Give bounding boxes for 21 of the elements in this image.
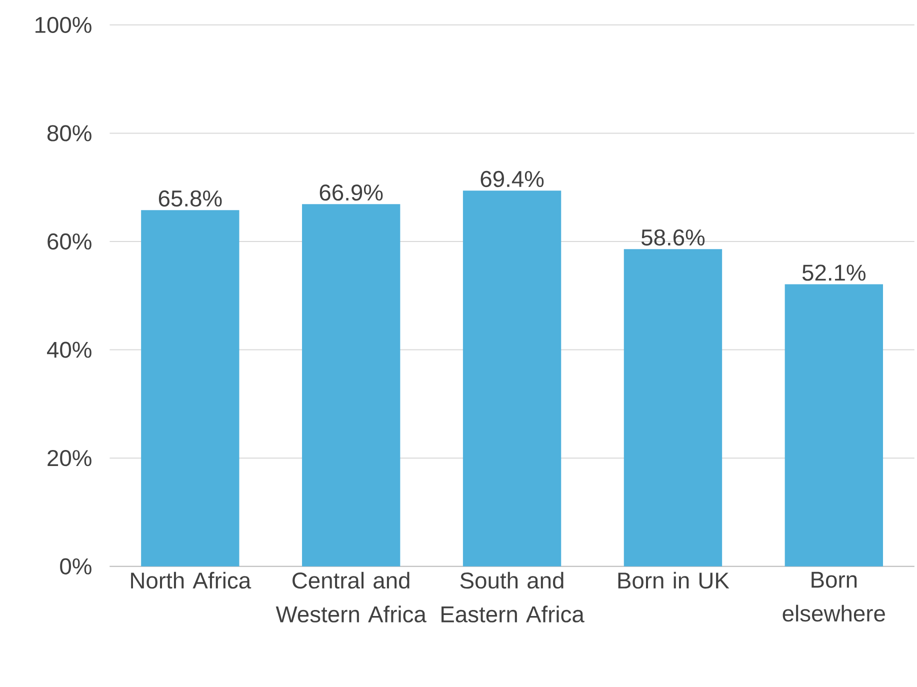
data-label: 65.8% [158, 190, 222, 207]
y-tick-label: 80% [47, 125, 92, 142]
bar [624, 249, 722, 566]
bar [302, 204, 400, 566]
data-label: 66.9% [320, 184, 383, 201]
x-tick-label: South and Eastern Africa [442, 572, 584, 622]
bar [141, 210, 240, 566]
x-tick-label: Born elsewhere [782, 572, 885, 622]
x-tick-label: Central and Western Africa [276, 572, 426, 622]
x-tick-label: North Africa [131, 572, 252, 589]
x-tick-label: Born in UK [618, 572, 730, 589]
y-tick-label: 60% [48, 233, 92, 250]
data-label: 69.4% [480, 170, 544, 188]
bar [784, 284, 884, 566]
y-tick-label: 100% [36, 16, 92, 33]
y-tick-label: 0% [60, 558, 92, 574]
y-tick-label: 20% [48, 450, 92, 466]
data-label: 52.1% [802, 264, 866, 281]
y-tick-label: 40% [47, 342, 92, 358]
bar [462, 190, 562, 566]
data-label: 58.6% [642, 229, 705, 246]
